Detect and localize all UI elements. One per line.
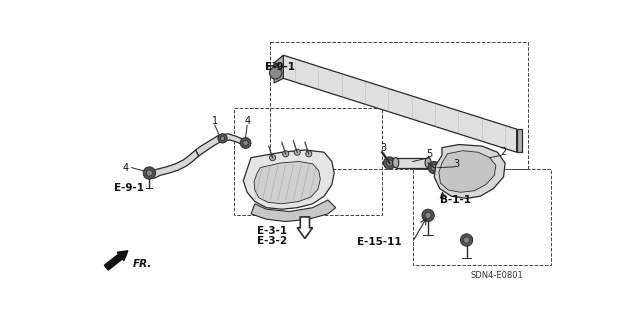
Polygon shape (151, 150, 198, 178)
Circle shape (463, 237, 470, 243)
Polygon shape (243, 150, 334, 209)
Text: 2: 2 (500, 147, 507, 157)
Circle shape (243, 140, 248, 146)
Text: B-1-1: B-1-1 (440, 195, 470, 205)
Polygon shape (251, 200, 336, 221)
Circle shape (240, 137, 251, 148)
Text: FR.: FR. (133, 259, 152, 269)
Text: 5: 5 (426, 149, 433, 159)
FancyArrow shape (104, 251, 128, 270)
Circle shape (147, 170, 152, 176)
Polygon shape (284, 55, 516, 152)
Circle shape (431, 165, 437, 171)
Circle shape (220, 136, 225, 141)
Bar (270, 42, 528, 169)
Circle shape (269, 154, 276, 161)
Circle shape (422, 209, 435, 221)
Text: E-15-11: E-15-11 (357, 237, 402, 247)
Bar (413, 169, 551, 265)
FancyArrow shape (297, 217, 312, 239)
Text: 4: 4 (244, 116, 250, 126)
Text: E-9-1: E-9-1 (265, 62, 295, 72)
Polygon shape (396, 158, 428, 168)
Polygon shape (196, 134, 246, 156)
Polygon shape (254, 161, 320, 204)
Circle shape (294, 149, 300, 155)
Circle shape (428, 161, 440, 174)
Text: 3: 3 (380, 143, 387, 153)
Circle shape (387, 160, 393, 166)
Circle shape (143, 167, 156, 179)
Text: 1: 1 (212, 116, 218, 126)
Text: E-3-2: E-3-2 (257, 236, 287, 246)
Circle shape (306, 151, 312, 157)
Polygon shape (435, 145, 505, 198)
Circle shape (218, 134, 227, 143)
Ellipse shape (425, 158, 431, 168)
Text: 4: 4 (122, 163, 129, 173)
Text: SDN4-E0801: SDN4-E0801 (470, 271, 524, 280)
Ellipse shape (393, 158, 399, 168)
Polygon shape (439, 151, 496, 192)
Text: 3: 3 (454, 159, 460, 169)
Circle shape (425, 212, 431, 219)
Circle shape (283, 151, 289, 157)
Circle shape (460, 234, 473, 246)
Bar (234, 108, 382, 215)
Text: E-3-1: E-3-1 (257, 226, 287, 236)
Polygon shape (516, 129, 522, 152)
Circle shape (269, 67, 282, 79)
Text: E-9-1: E-9-1 (114, 183, 144, 193)
Circle shape (383, 157, 396, 169)
Polygon shape (274, 55, 284, 83)
